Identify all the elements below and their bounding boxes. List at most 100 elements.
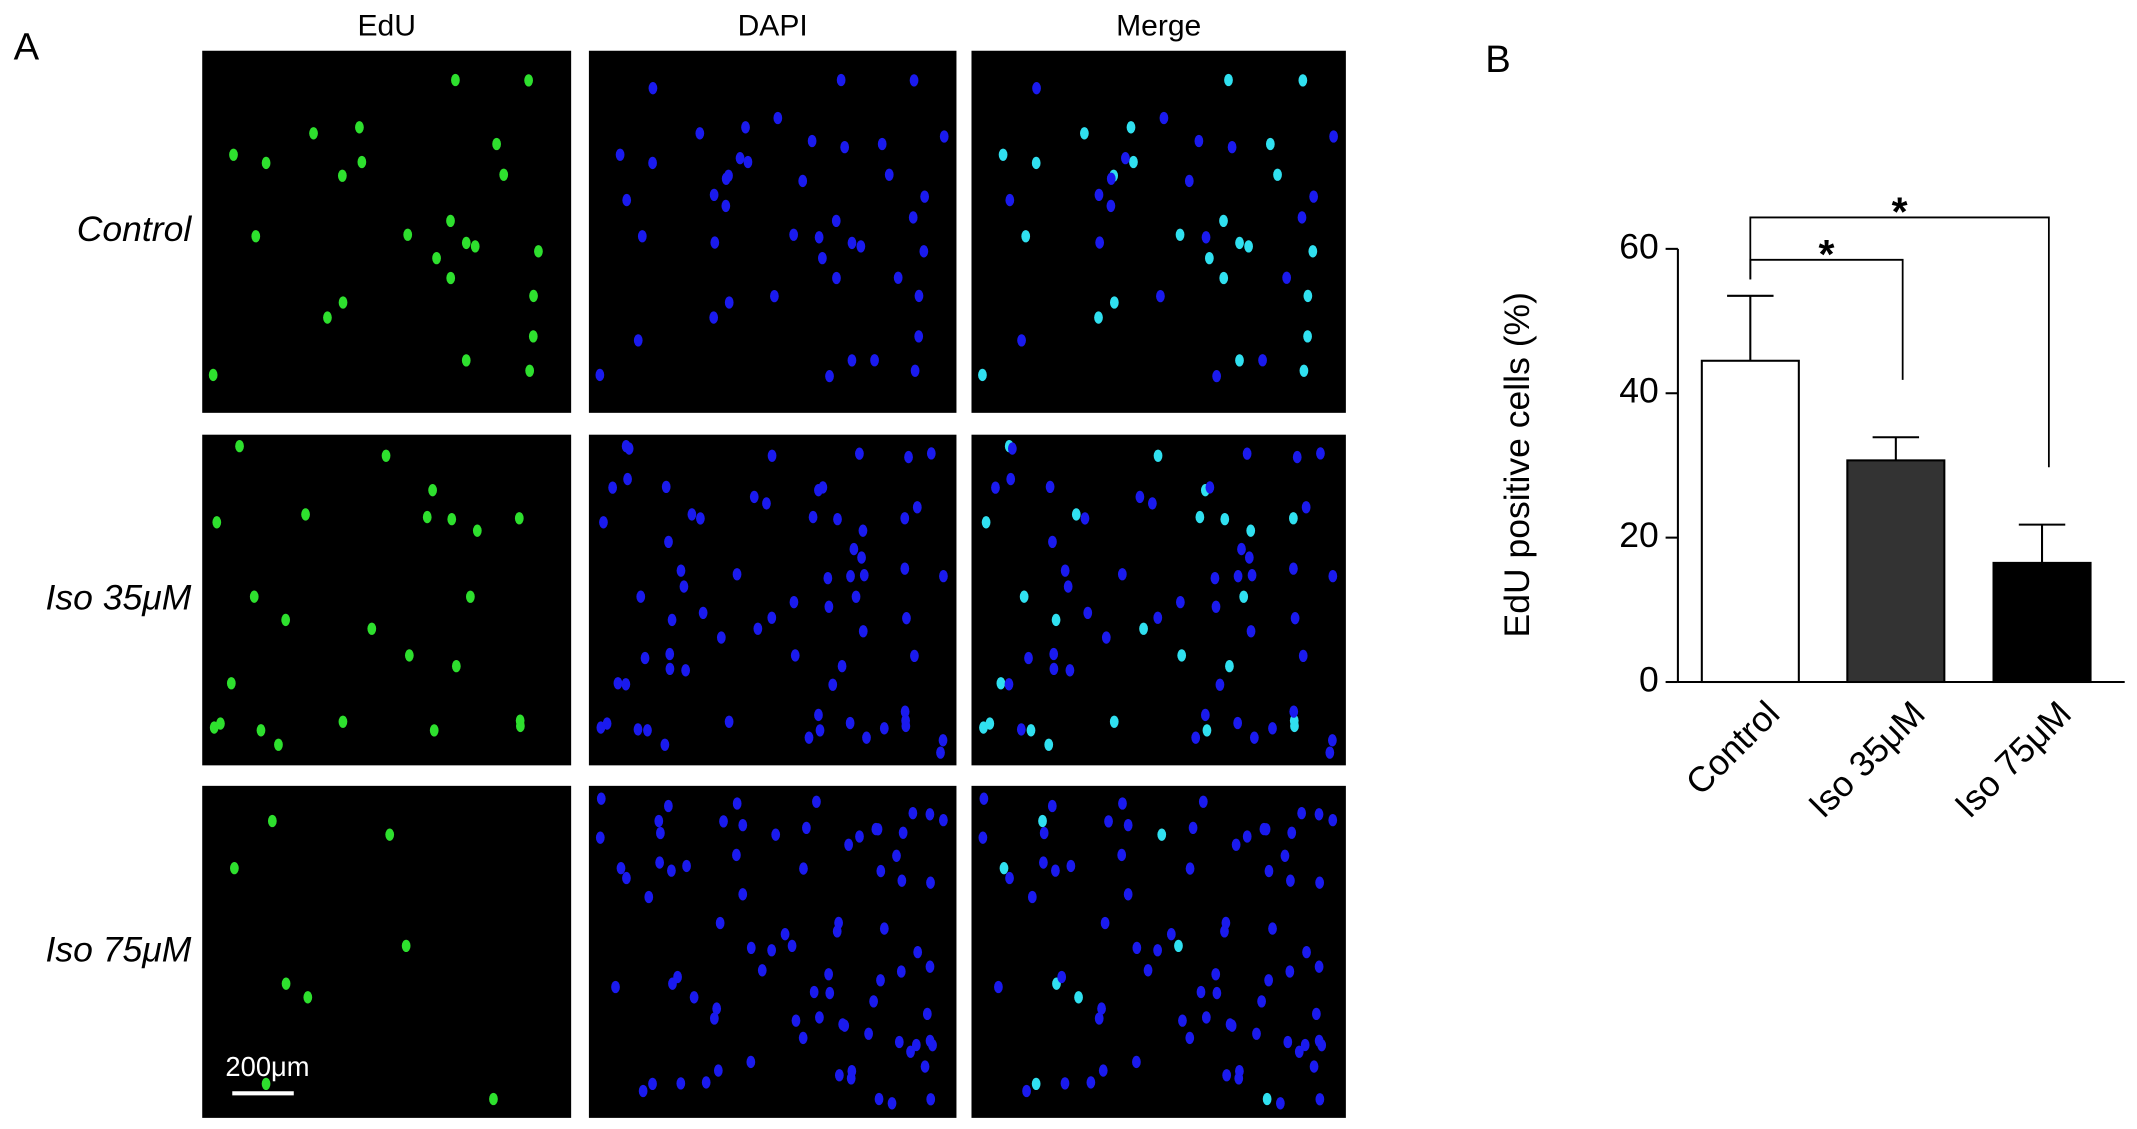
cell-nucleus xyxy=(381,449,391,462)
cell-nucleus xyxy=(1047,799,1057,813)
cell-nucleus xyxy=(994,980,1003,994)
cell-nucleus xyxy=(1117,848,1127,862)
cell-nucleus xyxy=(724,296,734,309)
cell-nucleus xyxy=(1147,497,1157,510)
cell-nucleus xyxy=(1237,542,1246,556)
cell-nucleus xyxy=(809,985,819,999)
cell-nucleus xyxy=(281,613,291,627)
cell-nucleus xyxy=(1121,152,1130,165)
cell-nucleus xyxy=(654,814,664,828)
cell-nucleus xyxy=(908,806,918,820)
cell-nucleus xyxy=(1235,236,1244,250)
cell-nucleus xyxy=(906,1045,915,1058)
cell-nucleus xyxy=(1244,551,1254,564)
cell-nucleus xyxy=(898,826,908,839)
cell-nucleus xyxy=(1290,719,1299,733)
cell-nucleus xyxy=(818,251,827,265)
cell-nucleus xyxy=(698,606,708,620)
cell-nucleus xyxy=(1177,649,1187,662)
cell-nucleus xyxy=(489,1092,498,1106)
cell-nucleus xyxy=(648,156,657,170)
significance-label: * xyxy=(1819,231,1835,277)
cell-nucleus xyxy=(1280,849,1290,862)
cell-nucleus xyxy=(701,1076,711,1089)
cell-nucleus xyxy=(1198,795,1208,808)
cell-nucleus xyxy=(771,828,781,841)
cell-nucleus xyxy=(787,939,797,953)
cell-nucleus xyxy=(281,977,291,990)
cell-nucleus xyxy=(1156,289,1165,303)
y-tick-label: 40 xyxy=(1619,371,1659,411)
cell-nucleus xyxy=(1175,228,1185,241)
cell-nucleus xyxy=(1185,862,1195,875)
cell-nucleus xyxy=(1233,570,1243,583)
cell-nucleus xyxy=(1315,876,1325,889)
cell-nucleus xyxy=(428,484,437,497)
cell-nucleus xyxy=(1100,916,1110,930)
cell-nucleus xyxy=(1129,155,1138,169)
cell-nucleus xyxy=(301,508,310,521)
cell-nucleus xyxy=(1315,1093,1325,1106)
cell-nucleus xyxy=(824,600,834,613)
cell-nucleus xyxy=(1098,1064,1108,1077)
cell-nucleus xyxy=(446,271,456,285)
cell-nucleus xyxy=(648,82,658,95)
cell-nucleus xyxy=(1175,595,1185,609)
cell-nucleus xyxy=(624,442,634,455)
cell-nucleus xyxy=(896,965,906,978)
cell-nucleus xyxy=(1225,1018,1235,1031)
cell-nucleus xyxy=(1298,649,1308,663)
y-tick-label: 20 xyxy=(1619,515,1659,555)
panel-label: B xyxy=(1485,38,1511,81)
cell-nucleus xyxy=(1225,659,1234,673)
cell-nucleus xyxy=(1086,1076,1096,1089)
cell-nucleus xyxy=(622,871,631,885)
cell-nucleus xyxy=(1329,130,1338,143)
cell-nucleus xyxy=(643,724,652,737)
cell-nucleus xyxy=(814,708,823,722)
cell-nucleus xyxy=(1227,140,1237,154)
bar xyxy=(1700,359,1800,684)
cell-nucleus xyxy=(1094,311,1103,324)
cell-nucleus xyxy=(608,481,618,494)
cell-nucleus xyxy=(1004,678,1014,691)
cell-nucleus xyxy=(1045,480,1055,494)
cell-nucleus xyxy=(869,995,878,1008)
cell-nucleus xyxy=(528,330,538,343)
cell-nucleus xyxy=(682,859,691,873)
cell-nucleus xyxy=(721,199,731,213)
cell-nucleus xyxy=(1066,859,1076,873)
cell-nucleus xyxy=(638,1084,648,1098)
cell-nucleus xyxy=(451,73,460,87)
cell-nucleus xyxy=(1117,568,1127,581)
bar xyxy=(1846,459,1946,684)
cell-nucleus xyxy=(644,890,654,904)
cell-nucleus xyxy=(825,370,834,383)
cell-nucleus xyxy=(660,738,670,751)
cell-nucleus xyxy=(1051,864,1060,877)
cell-nucleus xyxy=(710,236,720,249)
cell-nucleus xyxy=(893,271,903,284)
cell-nucleus xyxy=(1212,370,1222,383)
cell-nucleus xyxy=(716,631,726,644)
micrograph xyxy=(202,50,572,413)
cell-nucleus xyxy=(1201,231,1211,244)
cell-nucleus xyxy=(770,289,779,303)
scale-bar-label: 200μm xyxy=(225,1051,309,1082)
y-tick-label: 60 xyxy=(1619,226,1659,266)
cell-nucleus xyxy=(978,831,988,844)
cell-nucleus xyxy=(798,1031,808,1045)
cell-nucleus xyxy=(1246,524,1256,537)
cell-nucleus xyxy=(1308,245,1318,258)
cell-nucleus xyxy=(831,214,841,228)
cell-nucleus xyxy=(926,876,935,889)
cell-nucleus xyxy=(1204,251,1214,265)
cell-nucleus xyxy=(746,1055,756,1069)
cell-nucleus xyxy=(1219,214,1228,228)
cell-nucleus xyxy=(1063,580,1073,593)
cell-nucleus xyxy=(807,134,817,148)
cell-nucleus xyxy=(1057,970,1067,984)
cell-nucleus xyxy=(876,974,885,987)
cell-nucleus xyxy=(1242,830,1252,843)
cell-nucleus xyxy=(1196,985,1206,999)
